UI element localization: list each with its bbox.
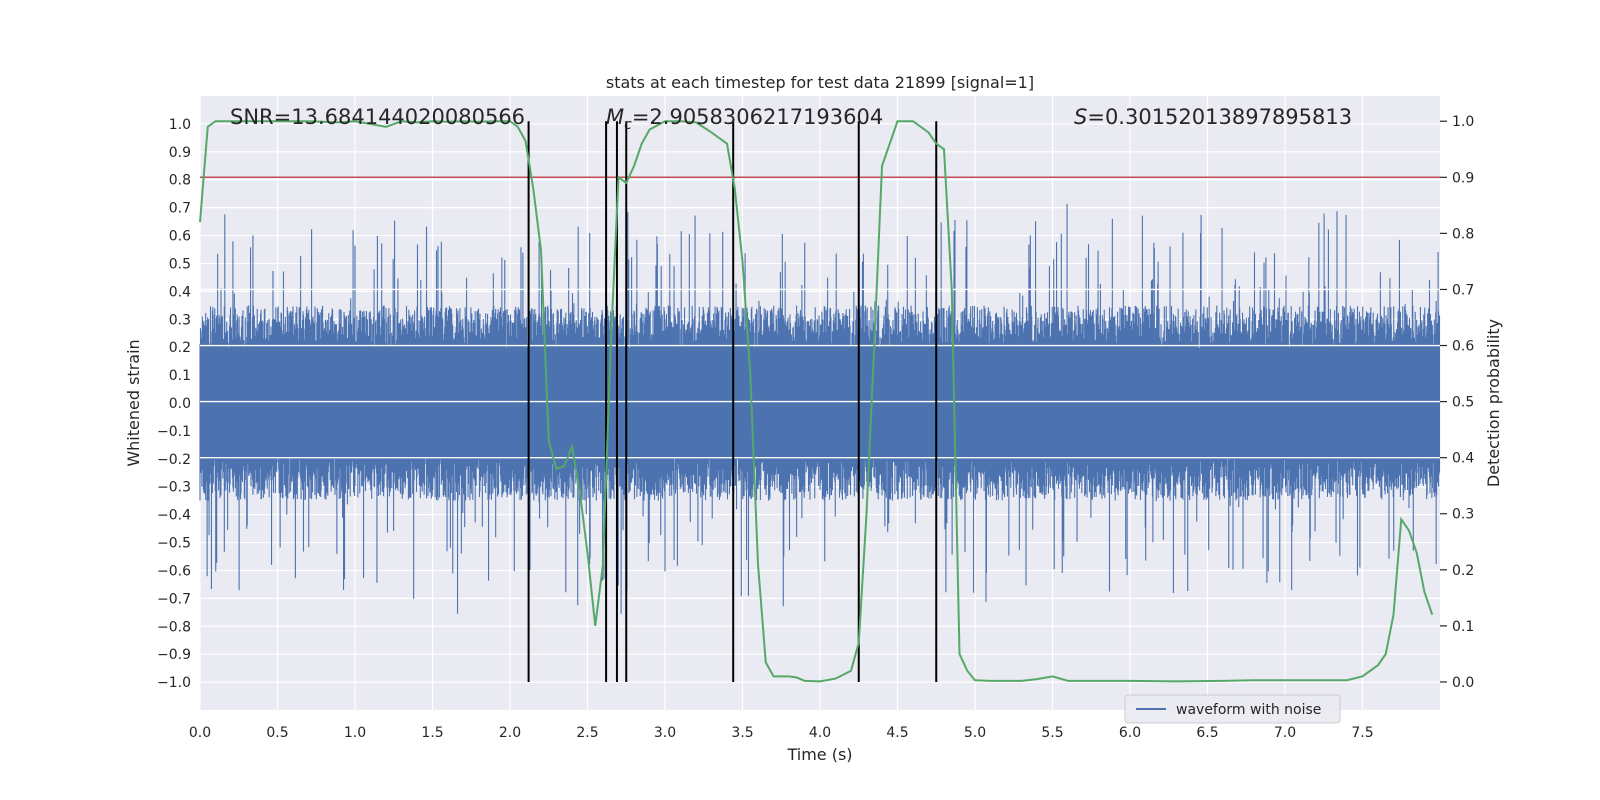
y-tick-label: 0.1	[169, 368, 191, 384]
x-tick-label: 1.0	[344, 725, 366, 741]
left-y-ticks: 1.0 0.9 0.8 0.7 0.6 0.5 0.4 0.3 0.2 0.1 0.0 −0.1 −0.…	[157, 117, 191, 691]
y-tick-label: 0.0	[169, 396, 191, 412]
y-tick-label: −0.7	[157, 591, 191, 607]
x-tick-label: 0.0	[189, 725, 211, 741]
x-tick-label: 0.5	[266, 725, 288, 741]
x-tick-label: 5.0	[964, 725, 986, 741]
x-tick-label: 4.5	[886, 725, 908, 741]
y-tick-label: −0.6	[157, 563, 191, 579]
x-tick-label: 3.5	[731, 725, 753, 741]
y-tick-label: 1.0	[169, 117, 191, 133]
x-tick-label: 1.5	[421, 725, 443, 741]
y-tick-label: −0.5	[157, 536, 191, 552]
right-tick-label: 0.2	[1452, 563, 1474, 579]
y-tick-label: −0.4	[157, 508, 191, 524]
legend-label: waveform with noise	[1176, 702, 1321, 718]
x-tick-label: 7.5	[1351, 725, 1373, 741]
chirp-mass-symbol: M	[606, 105, 624, 129]
chirp-mass-annotation: Mc=2.9058306217193604	[606, 105, 883, 133]
right-axis: 1.0 0.9 0.8 0.7 0.6 0.5 0.4 0.3 0.2 0.1 0.0	[1440, 114, 1474, 691]
x-ticks: 0.0 0.5 1.0 1.5 2.0 2.5 3.0 3.5 4.0 4.5 5.0 5.5 6.0 6…	[189, 725, 1374, 741]
x-tick-label: 4.0	[809, 725, 831, 741]
chirp-mass-value: =2.9058306217193604	[632, 105, 883, 129]
right-tick-label: 0.3	[1452, 507, 1474, 523]
y-tick-label: −0.2	[157, 452, 191, 468]
x-tick-label: 3.0	[654, 725, 676, 741]
x-tick-label: 2.0	[499, 725, 521, 741]
y-tick-label: 0.6	[169, 229, 191, 245]
x-tick-label: 6.0	[1119, 725, 1141, 741]
waveform-series	[199, 203, 1441, 614]
y-tick-label: −0.1	[157, 424, 191, 440]
vertical-marker-group	[527, 121, 938, 682]
probability-series	[199, 120, 1434, 683]
right-tick-label: 0.6	[1452, 339, 1474, 355]
right-tick-label: 0.1	[1452, 619, 1474, 635]
y-tick-label: 0.3	[169, 312, 191, 328]
y-tick-label: 0.7	[169, 201, 191, 217]
chart-title: stats at each timestep for test data 218…	[606, 73, 1034, 92]
y-tick-label: 0.4	[169, 284, 191, 300]
y-tick-label: 0.9	[169, 145, 191, 161]
right-tick-label: 0.9	[1452, 170, 1474, 186]
legend-box	[1124, 694, 1341, 724]
right-tick-label: 0.5	[1452, 395, 1474, 411]
y-tick-label: −0.3	[157, 480, 191, 496]
x-axis-label: Time (s)	[786, 745, 852, 764]
legend: waveform with noise	[1124, 694, 1341, 724]
y-axis-label-right: Detection probability	[1484, 319, 1503, 487]
right-tick-label: 0.4	[1452, 451, 1474, 467]
y-tick-label: −0.9	[157, 647, 191, 663]
probability-line	[199, 120, 1434, 683]
x-tick-label: 6.5	[1196, 725, 1218, 741]
y-axis-label: Whitened strain	[124, 339, 143, 466]
snr-annotation: SNR=13.684144020080566	[230, 105, 525, 129]
y-tick-label: 0.5	[169, 256, 191, 272]
right-tick-label: 0.0	[1452, 675, 1474, 691]
y-tick-label: −0.8	[157, 619, 191, 635]
y-tick-label: 0.2	[169, 340, 191, 356]
right-tick-label: 0.7	[1452, 282, 1474, 298]
chirp-mass-subscript: c	[624, 117, 632, 133]
y-tick-label: 0.8	[169, 173, 191, 189]
y-tick-label: −1.0	[157, 675, 191, 691]
x-tick-label: 7.0	[1274, 725, 1296, 741]
right-tick-label: 0.8	[1452, 226, 1474, 242]
s-symbol: S	[1074, 105, 1087, 129]
x-tick-label: 2.5	[576, 725, 598, 741]
s-value: =0.30152013897895813	[1087, 105, 1352, 129]
s-annotation: S=0.30152013897895813	[1074, 105, 1352, 129]
x-tick-label: 5.5	[1041, 725, 1063, 741]
right-tick-label: 1.0	[1452, 114, 1474, 130]
